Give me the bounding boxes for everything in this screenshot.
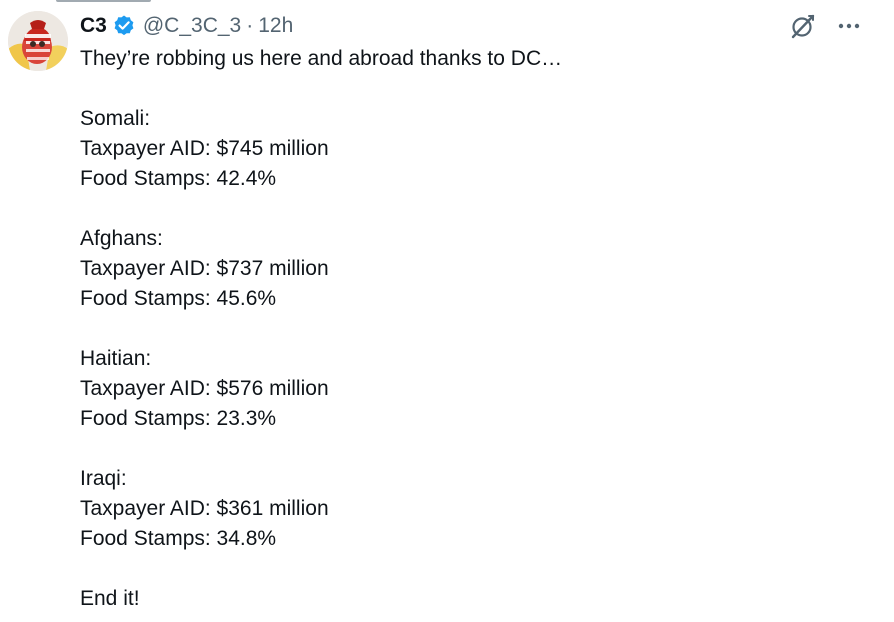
group-food-haitian: Food Stamps: 23.3% <box>80 407 277 430</box>
group-aid-iraqi: Taxpayer AID: $361 million <box>80 497 329 520</box>
group-name-afghans: Afghans: <box>80 227 163 250</box>
display-name[interactable]: C3 <box>80 14 107 37</box>
line-break <box>80 434 860 464</box>
tweet-closing: End it! <box>80 587 140 610</box>
previous-tweet-fragment <box>56 0 151 2</box>
group-aid-somali: Taxpayer AID: $745 million <box>80 137 329 160</box>
group-food-afghans: Food Stamps: 45.6% <box>80 287 277 310</box>
group-name-haitian: Haitian: <box>80 347 152 370</box>
header-separator: · <box>246 14 254 37</box>
tweet-intro: They’re robbing us here and abroad thank… <box>80 47 563 70</box>
author-handle[interactable]: @C_3C_3 <box>142 14 242 37</box>
line-break <box>80 554 860 584</box>
group-food-somali: Food Stamps: 42.4% <box>80 167 277 190</box>
group-aid-afghans: Taxpayer AID: $737 million <box>80 257 329 280</box>
avatar-photo-icon <box>8 11 68 71</box>
grok-icon[interactable] <box>788 11 818 41</box>
group-name-somali: Somali: <box>80 107 151 130</box>
line-break <box>80 74 860 104</box>
verified-badge-icon[interactable] <box>112 14 136 38</box>
avatar[interactable] <box>8 11 68 71</box>
group-food-iraqi: Food Stamps: 34.8% <box>80 527 277 550</box>
more-icon[interactable] <box>834 11 864 41</box>
previous-tweet-cutoff <box>0 0 894 4</box>
tweet-timestamp[interactable]: 12h <box>258 14 294 37</box>
group-aid-haitian: Taxpayer AID: $576 million <box>80 377 329 400</box>
line-break <box>80 314 860 344</box>
tweet-text: They’re robbing us here and abroad thank… <box>80 44 860 614</box>
tweet-actions <box>788 12 864 40</box>
line-break <box>80 194 860 224</box>
tweet-header: C3 @C_3C_3 · 12h <box>80 12 293 40</box>
group-name-iraqi: Iraqi: <box>80 467 127 490</box>
